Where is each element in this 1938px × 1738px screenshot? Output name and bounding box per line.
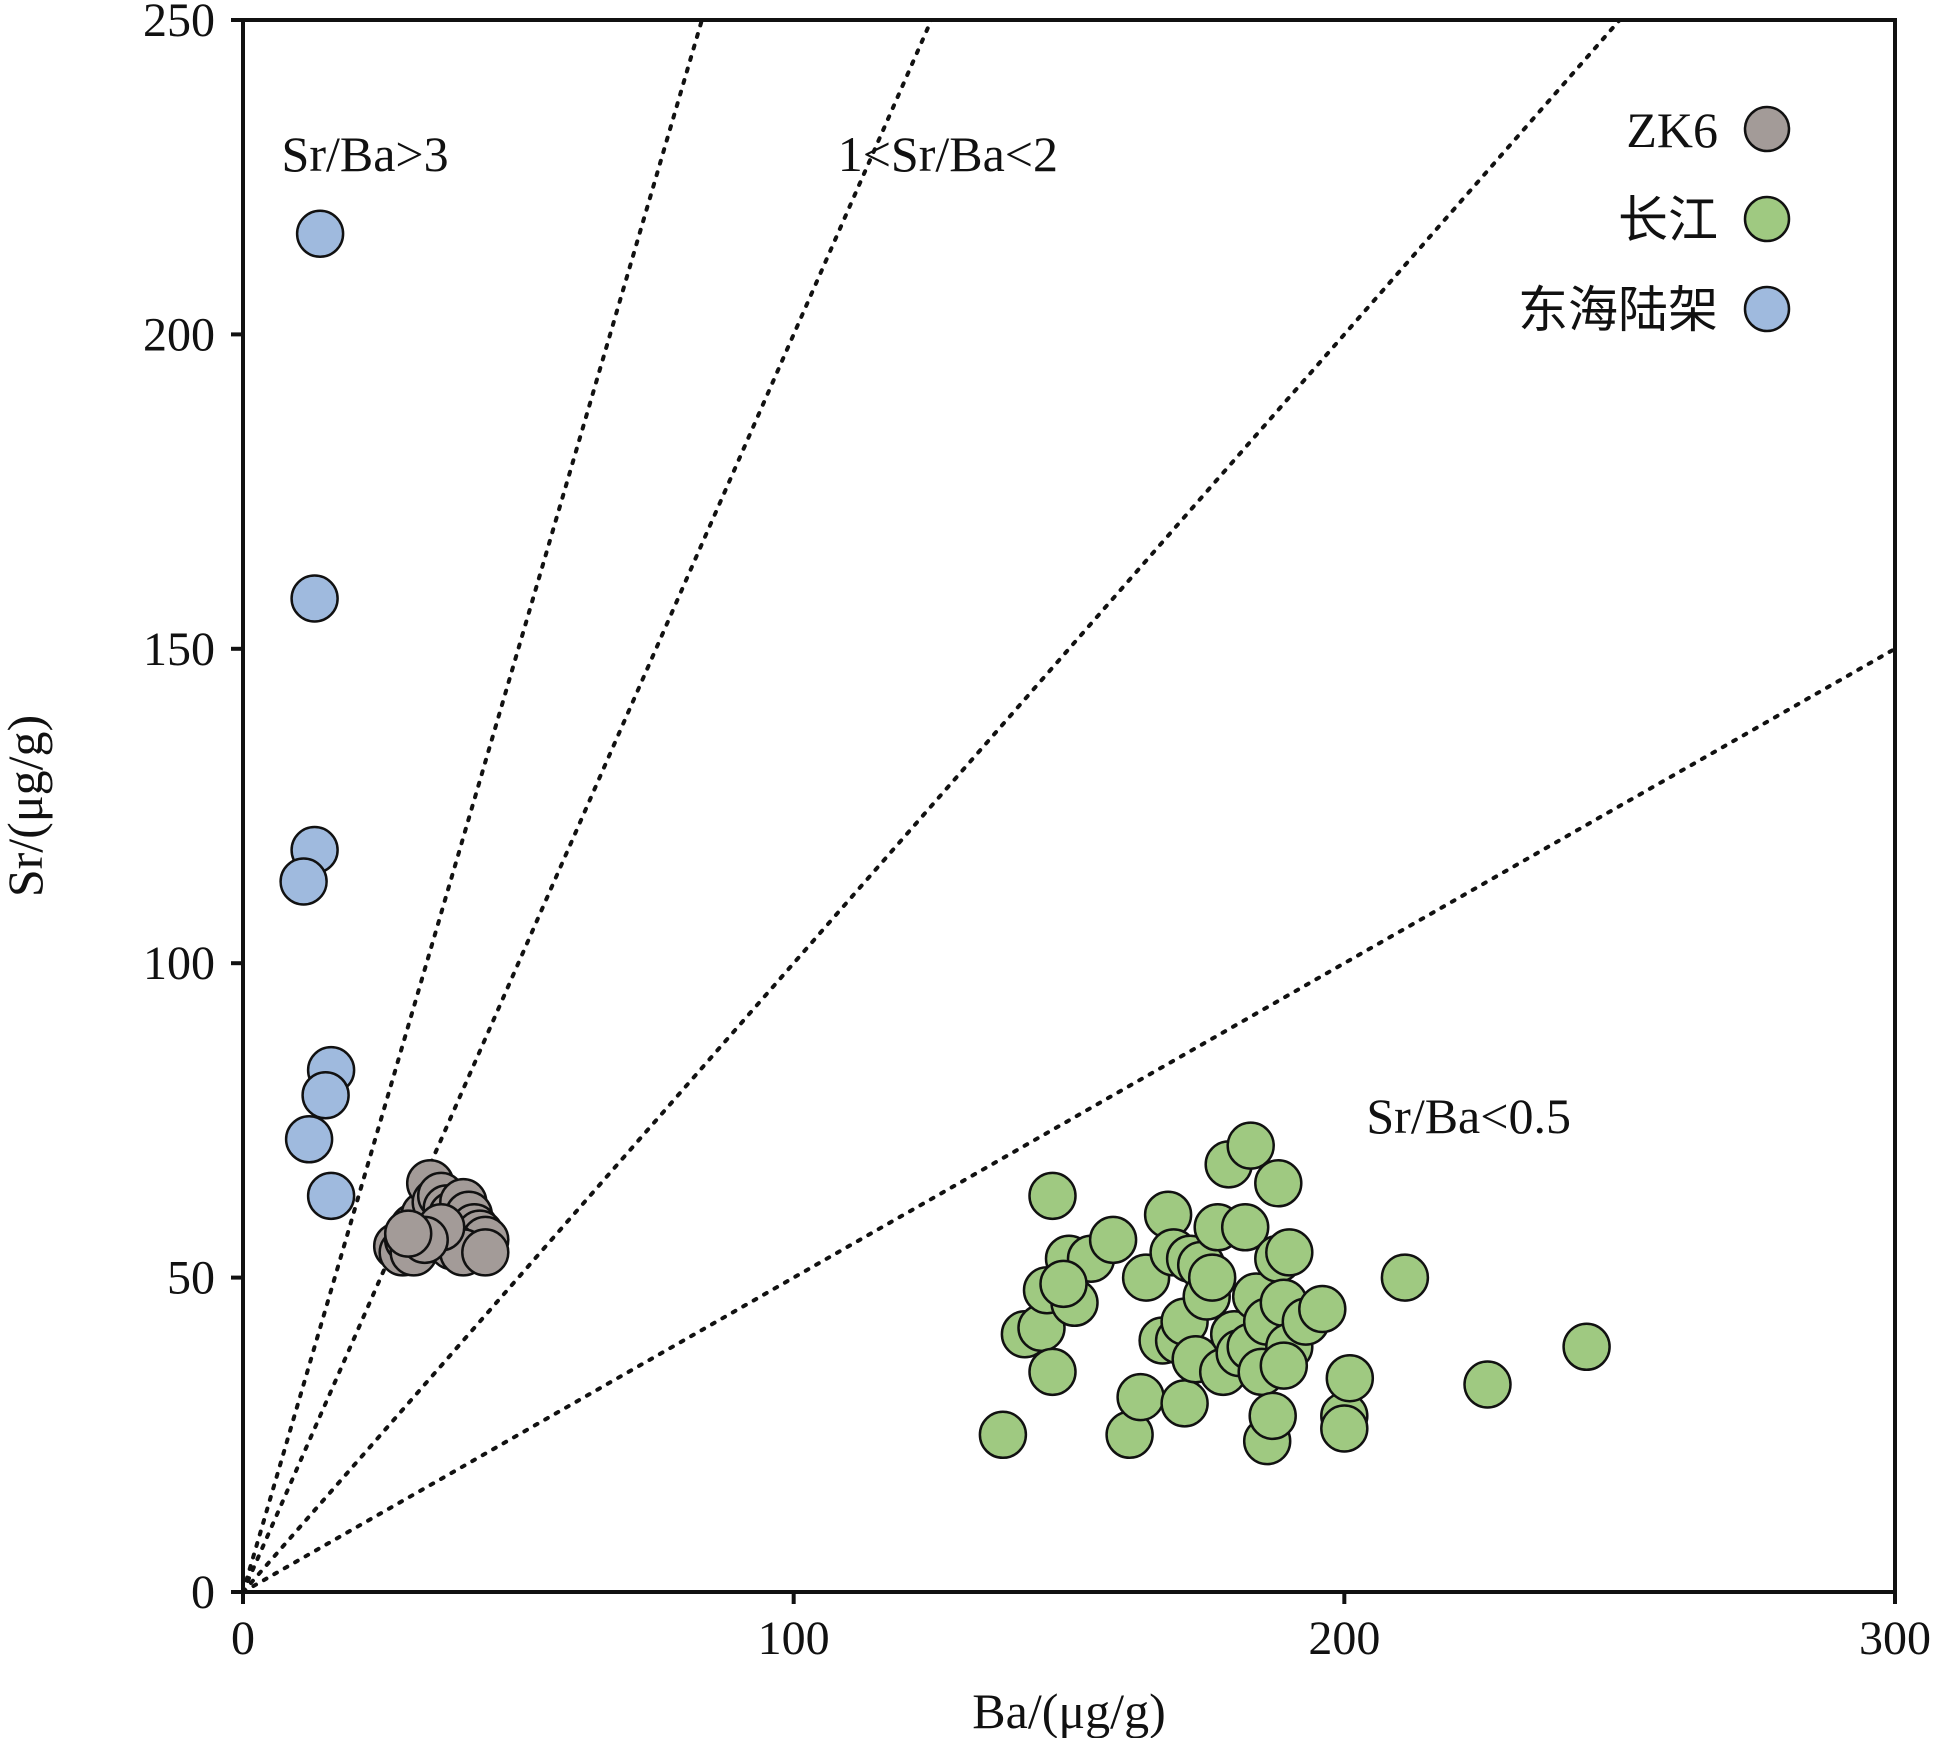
- y-tick-label: 0: [191, 1566, 215, 1619]
- data-point: [978, 1410, 1028, 1460]
- annotation-label: 1<Sr/Ba<2: [838, 126, 1058, 182]
- data-point: [1028, 1171, 1077, 1221]
- data-point: [1298, 1284, 1347, 1334]
- data-point: [279, 857, 328, 906]
- data-point: [1187, 1253, 1237, 1302]
- data-points: [279, 209, 1611, 1466]
- reference-line-2: [243, 20, 1622, 1592]
- data-point: [1116, 1372, 1165, 1422]
- legend-marker-changjiang: [1743, 195, 1791, 243]
- legend-marker-zk6: [1743, 105, 1791, 153]
- reference-line-1: [243, 20, 934, 1592]
- x-tick-label: 100: [758, 1612, 830, 1665]
- data-point: [284, 1115, 334, 1164]
- data-point: [1259, 1341, 1309, 1390]
- legend-label-east-china-sea-shelf: 东海陆架: [1518, 282, 1718, 338]
- data-point: [1039, 1259, 1088, 1309]
- data-point: [1463, 1360, 1512, 1409]
- data-point: [1028, 1347, 1077, 1397]
- series-0: [372, 1159, 510, 1277]
- axes: 0 100 200 300 0 50 100 150 200 250: [143, 0, 1931, 1665]
- legend-label-zk6: ZK6: [1626, 102, 1718, 158]
- data-point: [290, 574, 339, 623]
- annotations: Sr/Ba>3 1<Sr/Ba<2 Sr/Ba<0.5: [282, 126, 1571, 1144]
- legend-label-changjiang: 长江: [1618, 192, 1718, 248]
- reference-lines: [243, 20, 1895, 1592]
- x-tick-label: 200: [1308, 1612, 1380, 1665]
- data-point: [1226, 1121, 1275, 1170]
- data-point: [383, 1209, 433, 1258]
- series-1: [978, 1121, 1611, 1466]
- data-point: [1220, 1203, 1270, 1252]
- data-point: [1254, 1159, 1303, 1208]
- y-tick-label: 200: [143, 308, 215, 361]
- data-point: [1088, 1215, 1138, 1265]
- annotation-label: Sr/Ba>3: [282, 126, 449, 182]
- data-point: [295, 209, 345, 259]
- data-point: [461, 1228, 510, 1277]
- x-axis-title: Ba/(μg/g): [972, 1683, 1165, 1738]
- legend-marker-east-china-sea-shelf: [1743, 285, 1791, 333]
- y-axis-title: Sr/(μg/g): [0, 715, 53, 897]
- x-tick-label: 300: [1859, 1612, 1931, 1665]
- data-point: [1380, 1253, 1430, 1302]
- data-point: [1562, 1322, 1611, 1372]
- data-point: [301, 1070, 350, 1120]
- data-point: [1160, 1379, 1209, 1428]
- reference-line-3: [243, 646, 1895, 1592]
- y-tick-label: 50: [167, 1252, 215, 1305]
- y-tick-label: 100: [143, 937, 215, 990]
- series-2: [279, 209, 356, 1221]
- data-point: [1320, 1404, 1369, 1453]
- reference-line-0: [243, 20, 704, 1592]
- x-tick-label: 0: [231, 1612, 255, 1665]
- plot-frame: [241, 18, 1897, 1594]
- y-tick-label: 250: [143, 0, 215, 47]
- data-point: [1265, 1228, 1314, 1277]
- data-point: [1248, 1391, 1297, 1441]
- legend: ZK6 长江 东海陆架: [1518, 102, 1791, 338]
- data-point: [306, 1171, 356, 1221]
- y-tick-label: 150: [143, 623, 215, 676]
- annotation-label: Sr/Ba<0.5: [1366, 1088, 1571, 1144]
- data-point: [1325, 1353, 1375, 1403]
